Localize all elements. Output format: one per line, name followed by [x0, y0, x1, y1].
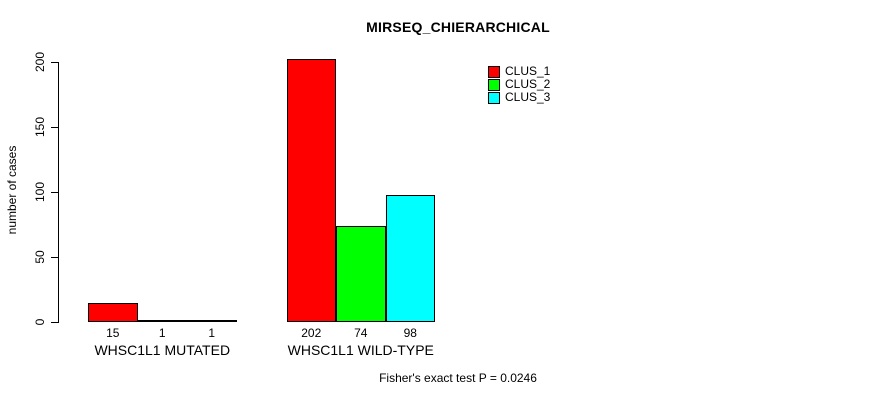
bar-value-label: 1: [158, 326, 166, 340]
y-tick: [51, 257, 58, 258]
chart-title: MIRSEQ_CHIERARCHICAL: [366, 19, 550, 35]
bar-clus_3-2: [385, 194, 435, 322]
legend-swatch-clus_3: [488, 91, 500, 104]
y-tick: [51, 192, 58, 193]
bar-value-label: 15: [106, 326, 120, 340]
group-label: WHSC1L1 MUTATED: [94, 342, 231, 358]
y-tick: [51, 322, 58, 323]
footer-annotation: Fisher's exact test P = 0.0246: [379, 371, 537, 385]
y-axis-line: [58, 62, 59, 323]
bar-value-label: 74: [354, 326, 368, 340]
legend-item: CLUS_1: [488, 65, 550, 78]
legend-label: CLUS_1: [505, 64, 551, 78]
group-label: WHSC1L1 WILD-TYPE: [287, 342, 434, 358]
y-tick: [51, 62, 58, 63]
bar-clus_2-1: [137, 319, 187, 322]
bar-clus_2-2: [336, 225, 386, 322]
legend-item: CLUS_2: [488, 78, 550, 91]
bar-value-label: 202: [301, 326, 322, 340]
bar-value-label: 1: [208, 326, 216, 340]
y-tick: [51, 127, 58, 128]
legend-swatch-clus_1: [488, 65, 500, 78]
y-tick-label: 0: [33, 318, 47, 326]
y-tick-label: 100: [33, 181, 47, 203]
legend-label: CLUS_3: [505, 90, 551, 104]
legend-swatch-clus_2: [488, 78, 500, 91]
bar-clus_1-1: [88, 302, 138, 322]
legend-label: CLUS_2: [505, 77, 551, 91]
bar-clus_1-2: [286, 59, 336, 322]
legend: CLUS_1 CLUS_2 CLUS_3: [488, 65, 550, 104]
legend-item: CLUS_3: [488, 91, 550, 104]
y-axis-label: number of cases: [5, 145, 19, 235]
bar-value-label: 98: [403, 326, 417, 340]
y-tick-label: 150: [33, 116, 47, 138]
y-tick-label: 200: [33, 51, 47, 73]
bar-clus_3-1: [187, 319, 237, 322]
y-tick-label: 50: [33, 250, 47, 264]
